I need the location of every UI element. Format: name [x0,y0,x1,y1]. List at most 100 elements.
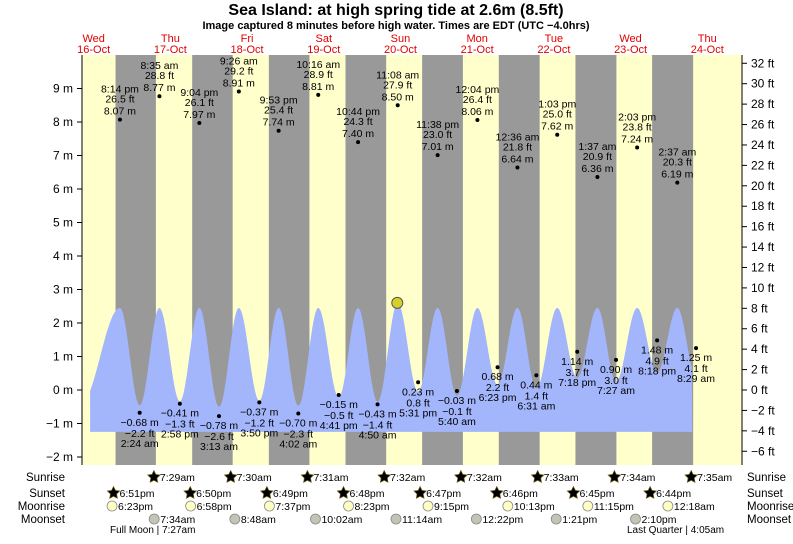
chart-title: Sea Island: at high spring tide at 2.6m … [228,2,563,19]
high-tide-point [435,153,440,158]
chart-subtitle: Image captured 8 minutes before high wat… [202,20,589,32]
sunset-time: 6:47pm [426,488,461,500]
low-tide-point [655,338,660,343]
sunset-icon [259,485,274,499]
sunrise-icon [607,469,622,483]
moonrise-time: 8:23pm [355,501,390,513]
sunrise-icon [684,469,699,483]
sunrise-time: 7:34am [620,472,655,484]
high-tide-m: 8.06 m [461,106,493,118]
moonrise-icon [422,500,434,512]
low-tide-m: 0.23 m [402,386,434,398]
left-tick-label: 7 m [53,149,73,163]
low-tide-time: 8:18 pm [638,365,676,377]
low-tide-point [416,380,421,385]
moonset-icon [630,513,641,525]
low-tide-time: 3:13 am [200,441,238,453]
high-tide-ft: 23.0 ft [423,129,452,141]
high-tide-ft: 28.9 ft [304,69,333,81]
moonset-icon [229,513,241,525]
sunset-time: 6:44pm [656,488,691,500]
sunset-icon [489,485,504,499]
high-tide-m: 8.81 m [302,81,334,93]
moonset-time: 8:48am [241,514,276,526]
sun-moon-rows: Sunrise Sunrise 7:29am 7:30am 7:31am 7:32am 7:… [18,469,793,536]
low-tide-time: 7:27 am [597,385,635,397]
moonset-icon [148,513,160,525]
high-tide-time: 8:14 pm [101,84,139,96]
high-tide-ft: 23.8 ft [623,121,652,133]
high-tide-m: 8.77 m [143,82,175,94]
moonset-row-label-left: Moonset [21,514,66,526]
high-tide-ft: 20.3 ft [663,157,692,169]
sunset-row-label-right: Sunset [747,488,784,500]
high-tide-point [635,145,640,150]
sunset-icon [183,485,198,499]
right-tick-label: 28 ft [751,97,775,111]
moonset-time: 11:14am [402,514,442,526]
low-tide-m: 0.68 m [482,371,514,383]
low-tide-time: 5:31 pm [399,407,437,419]
right-tick-label: 18 ft [751,199,775,213]
high-tide-point [236,89,241,94]
date-label: 24-Oct [691,44,724,56]
high-tide-point [595,174,600,179]
high-tide-m: 7.62 m [541,121,573,133]
low-tide-m: 1.14 m [561,356,593,368]
left-tick-label: 6 m [53,182,73,196]
right-tick-label: 24 ft [751,138,775,152]
low-tide-time: 4:50 am [359,429,397,441]
high-tide-m: 8.91 m [223,78,255,90]
day-label: Wed [619,33,641,45]
moonrise-time: 12:18am [674,501,715,513]
low-tide-ft: 4.9 ft [645,355,668,367]
high-tide-ft: 25.0 ft [543,109,572,121]
low-tide-point [694,346,699,351]
moonrise-time: 6:23pm [118,501,153,513]
high-tide-m: 7.97 m [183,109,215,121]
right-tick-label: 20 ft [751,179,775,193]
date-label: 23-Oct [614,44,647,56]
sunrise-time: 7:33am [544,472,579,484]
low-tide-ft: −2.6 ft [204,431,234,443]
moonset-time: 7:34am [160,514,195,526]
high-tide-ft: 27.9 ft [383,79,412,91]
low-tide-time: 4:41 pm [320,420,358,432]
high-tide-point [555,132,560,137]
moonrise-row-label-right: Moonrise [747,501,793,513]
date-label: 17-Oct [154,44,187,56]
high-tide-point [157,94,162,99]
low-tide-ft: −1.2 ft [245,417,275,429]
high-tide-point [475,117,480,122]
sunrise-row-label-left: Sunrise [26,472,65,484]
day-label: Fri [241,33,254,45]
low-tide-ft: 2.2 ft [486,382,509,394]
low-tide-ft: 3.0 ft [604,375,627,387]
right-tick-label: 26 ft [751,118,775,132]
left-tick-label: −2 m [46,450,73,464]
high-tide-m: 7.74 m [263,117,295,129]
high-tide-m: 7.40 m [342,128,374,140]
moonrise-icon [502,500,514,512]
left-tick-label: 4 m [53,249,73,263]
low-tide-ft: 4.1 ft [684,363,707,375]
low-tide-m: 0.44 m [520,379,552,391]
moonrise-icon [264,500,275,512]
sunset-time: 6:50pm [196,488,231,500]
right-tick-label: 4 ft [751,342,768,356]
right-tick-label: −2 ft [751,403,775,417]
low-tide-m: −0.03 m [438,395,476,407]
left-tick-label: 3 m [53,283,73,297]
low-tide-ft: −1.4 ft [363,419,393,431]
moonrise-time: 6:58pm [197,501,232,513]
high-tide-m: 7.01 m [422,141,454,153]
sunrise-icon [146,469,161,483]
high-tide-time: 1:37 am [578,141,616,153]
sunrise-icon [453,469,468,483]
high-tide-point [395,103,400,108]
high-tide-point [276,128,281,133]
low-tide-point [177,401,182,406]
low-tide-time: 6:31 am [517,400,555,412]
moonrise-icon [185,500,197,512]
